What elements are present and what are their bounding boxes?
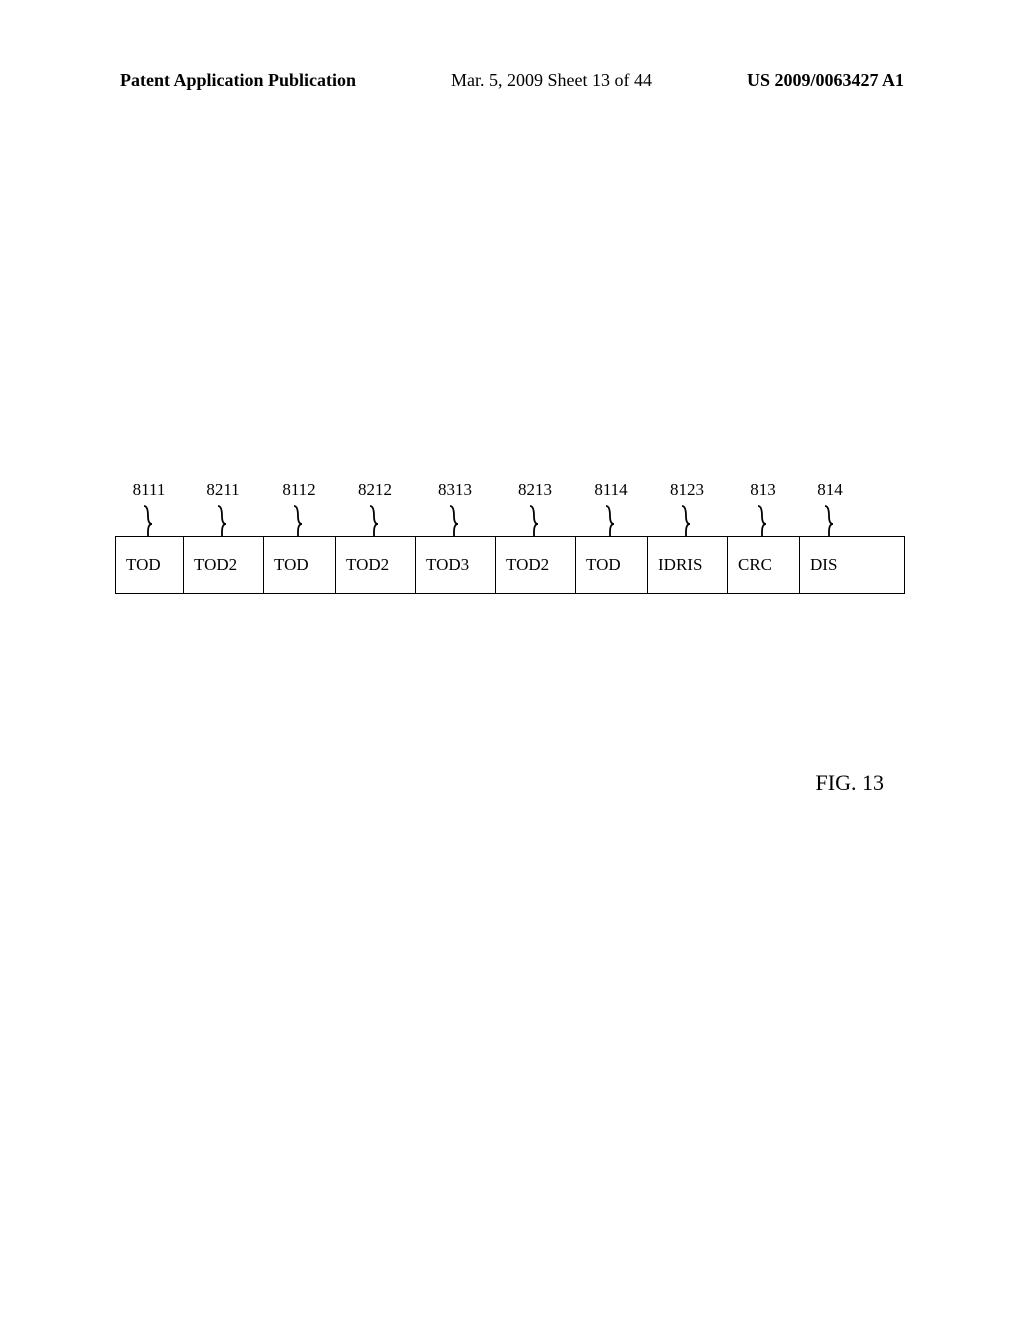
header-left-text: Patent Application Publication <box>120 70 356 91</box>
header-right-text: US 2009/0063427 A1 <box>747 70 904 91</box>
table-cell: TOD3 <box>416 537 496 593</box>
reference-number: 8213 <box>495 480 575 500</box>
reference-number: 8313 <box>415 480 495 500</box>
reference-number: 814 <box>799 480 861 500</box>
table-cell: IDRIS <box>648 537 728 593</box>
reference-labels-row: 81118211811282128313821381148123813814 <box>115 480 905 500</box>
reference-number: 8111 <box>115 480 183 500</box>
lead-line-bracket <box>647 504 727 536</box>
lead-line-bracket <box>335 504 415 536</box>
lead-line-bracket <box>263 504 335 536</box>
table-cell: TOD <box>264 537 336 593</box>
reference-number: 813 <box>727 480 799 500</box>
lead-line-bracket <box>115 504 183 536</box>
table-cell: TOD2 <box>336 537 416 593</box>
table-cell: TOD <box>576 537 648 593</box>
lead-line-bracket <box>727 504 799 536</box>
reference-number: 8123 <box>647 480 727 500</box>
reference-number: 8211 <box>183 480 263 500</box>
lead-line-bracket <box>415 504 495 536</box>
lead-line-bracket <box>575 504 647 536</box>
bracket-row <box>115 504 905 536</box>
figure-label: FIG. 13 <box>816 770 884 796</box>
reference-number: 8114 <box>575 480 647 500</box>
diagram-container: 81118211811282128313821381148123813814 T… <box>115 480 905 594</box>
table-cell: TOD2 <box>496 537 576 593</box>
lead-line-bracket <box>799 504 861 536</box>
page-header: Patent Application Publication Mar. 5, 2… <box>0 70 1024 91</box>
header-center-text: Mar. 5, 2009 Sheet 13 of 44 <box>451 70 652 91</box>
table-cell: TOD2 <box>184 537 264 593</box>
reference-number: 8112 <box>263 480 335 500</box>
lead-line-bracket <box>183 504 263 536</box>
lead-line-bracket <box>495 504 575 536</box>
reference-number: 8212 <box>335 480 415 500</box>
data-table-row: TODTOD2TODTOD2TOD3TOD2TODIDRISCRCDIS <box>115 536 905 594</box>
table-cell: CRC <box>728 537 800 593</box>
table-cell: DIS <box>800 537 862 593</box>
table-cell: TOD <box>116 537 184 593</box>
